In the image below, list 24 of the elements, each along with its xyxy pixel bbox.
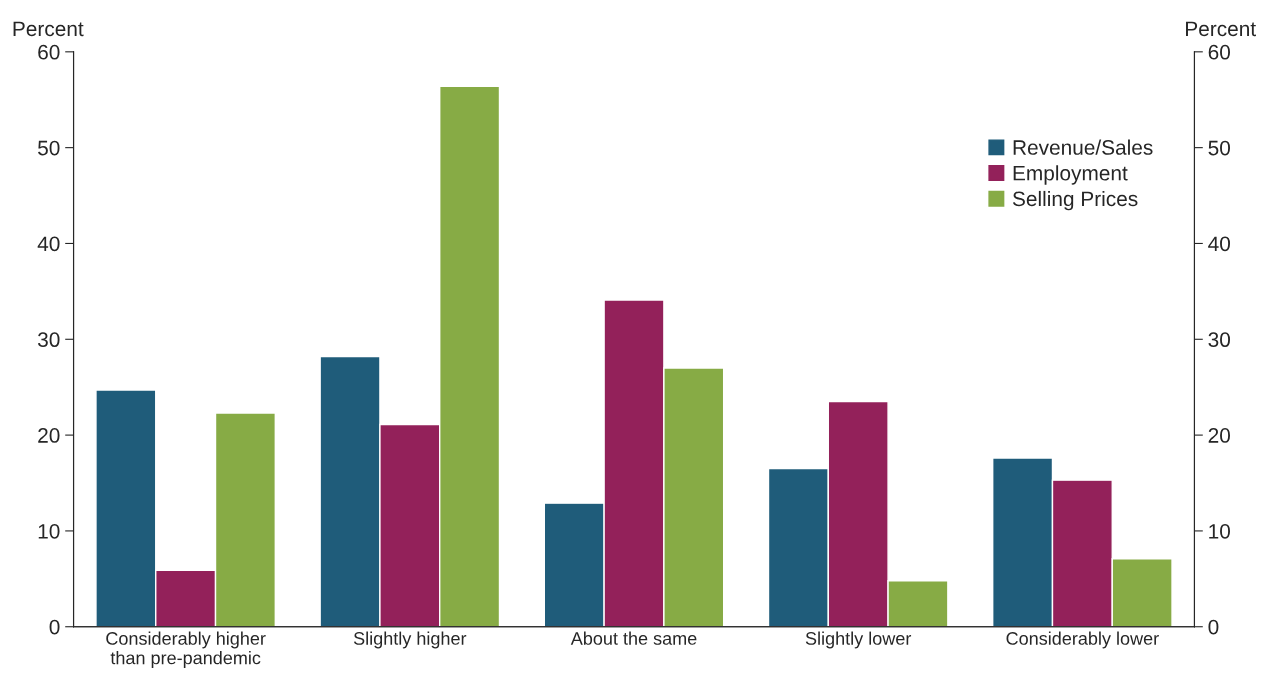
y2-tick-label: 30: [1208, 332, 1231, 348]
y2-tick-label: 40: [1208, 236, 1231, 252]
y-tick-label: 0: [49, 619, 60, 635]
y-tick-label: 20: [38, 428, 60, 443]
y2-tick-label: 10: [1209, 523, 1231, 539]
legend-label: Selling Prices: [1012, 190, 1138, 211]
y2-tick-label: 0: [1208, 619, 1219, 635]
y-tick-label: 10: [38, 523, 60, 539]
y-axis-title: Percent: [13, 21, 84, 37]
y2-tick-label: 60: [1208, 44, 1231, 60]
y2-axis-title: Percent: [1186, 21, 1256, 37]
y-tick-label: 30: [37, 332, 60, 348]
y-tick-label: 60: [38, 44, 60, 60]
y2-tick-label: 50: [1208, 140, 1231, 156]
x-tick-label: Considerably lower: [1006, 631, 1159, 649]
x-tick-label: Slightly higher: [353, 631, 467, 649]
legend-label: Employment: [1013, 165, 1128, 185]
x-tick-label: Slightly lower: [805, 631, 912, 649]
y2-tick-label: 20: [1208, 428, 1231, 443]
x-tick-label: About the same: [570, 631, 697, 645]
y-tick-label: 40: [37, 236, 60, 252]
y-tick-label: 50: [38, 140, 60, 156]
x-tick-label: Considerably higher than pre-pandemic: [106, 631, 266, 668]
legend-label: Revenue/Sales: [1013, 139, 1153, 155]
